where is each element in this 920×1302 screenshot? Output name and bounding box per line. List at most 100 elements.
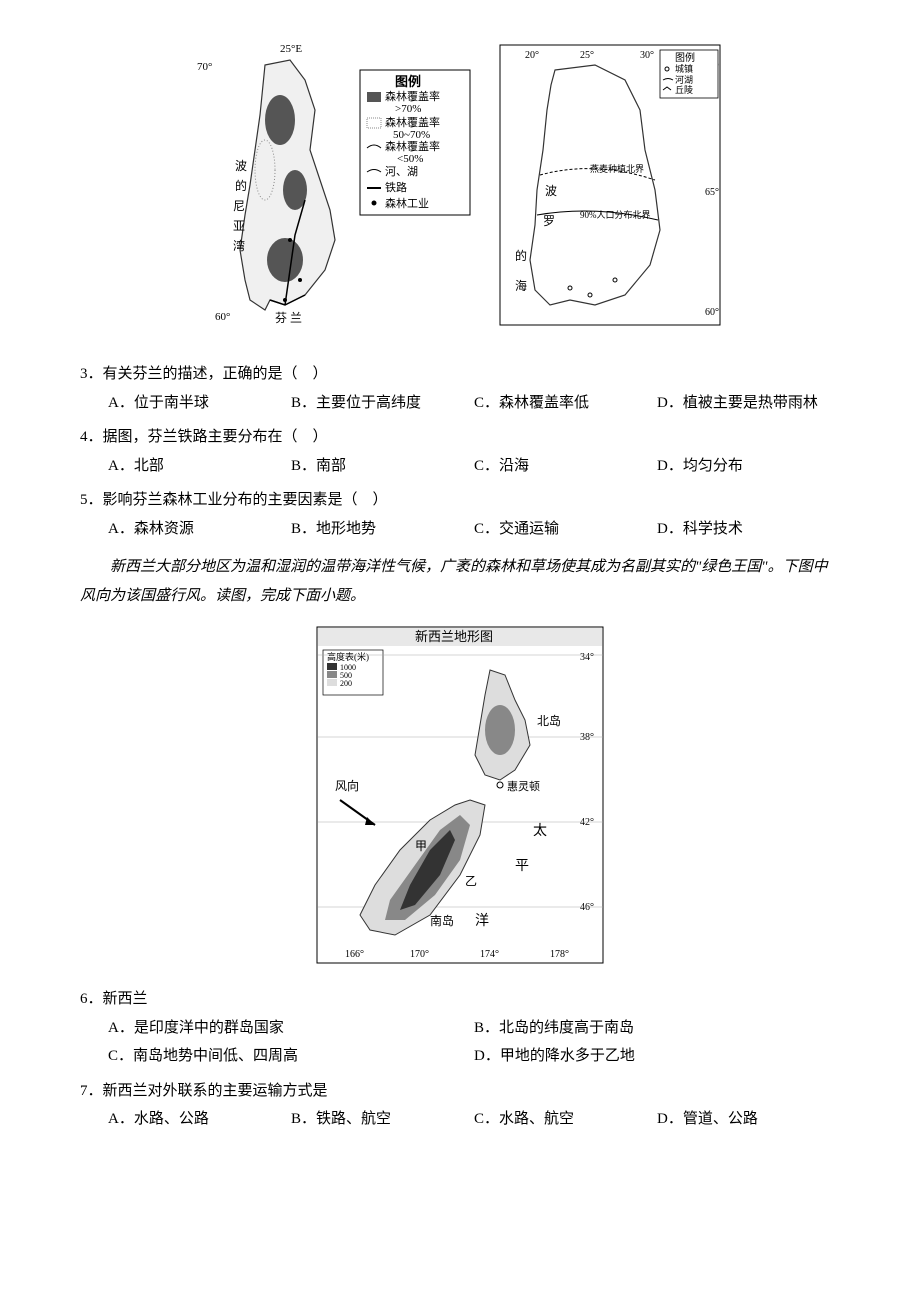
wellington-dot	[497, 782, 503, 788]
sea-label: 尼	[233, 199, 245, 213]
question-3: 3．有关芬兰的描述，正确的是（ ） A．位于南半球 B．主要位于高纬度 C．森林…	[80, 360, 840, 417]
height-swatch	[327, 671, 337, 678]
island-label: 南岛	[430, 913, 454, 928]
finland-forest-map: 25°E 70° 60° 波 的 尼 亚 湾 芬 兰	[195, 40, 475, 330]
lat-label: 42°	[580, 817, 594, 828]
q7-opt-d: D．管道、公路	[657, 1105, 840, 1134]
q3-opt-a: A．位于南半球	[108, 389, 291, 418]
legend-text: 森林覆盖率	[385, 115, 440, 129]
legend-text: 森林覆盖率	[385, 139, 440, 153]
sea-label: 波	[235, 159, 247, 173]
industry-dot	[283, 298, 287, 302]
lon-label: 170°	[410, 949, 429, 960]
sea-label: 湾	[233, 238, 245, 253]
lat-label: 60°	[705, 307, 719, 318]
legend-title: 图例	[395, 74, 421, 89]
q4-opt-b: B．南部	[291, 452, 474, 481]
forest-patch	[267, 238, 303, 282]
q3-text: 3．有关芬兰的描述，正确的是（ ）	[80, 360, 840, 389]
legend-text: >70%	[395, 103, 421, 115]
city-label: 惠灵顿	[507, 779, 540, 793]
legend-swatch	[367, 118, 381, 128]
lat-label: 38°	[580, 732, 594, 743]
legend-text: 城镇	[675, 63, 693, 74]
finland-population-map: 20° 25° 30° 70° 65° 60° 燕麦种植北界 90%人口分布北界…	[495, 40, 725, 330]
q5-options: A．森林资源 B．地形地势 C．交通运输 D．科学技术	[80, 515, 840, 544]
q5-opt-c: C．交通运输	[474, 515, 657, 544]
q6-opt-d: D．甲地的降水多于乙地	[474, 1042, 840, 1071]
q4-opt-a: A．北部	[108, 452, 291, 481]
height-swatch	[327, 663, 337, 670]
lat-top: 70°	[197, 61, 212, 73]
q7-opt-a: A．水路、公路	[108, 1105, 291, 1134]
country-label: 芬 兰	[275, 311, 302, 325]
lat-label: 65°	[705, 187, 719, 198]
q3-options: A．位于南半球 B．主要位于高纬度 C．森林覆盖率低 D．植被主要是热带雨林	[80, 389, 840, 418]
wind-label: 风向	[335, 778, 359, 793]
legend-swatch	[372, 201, 377, 206]
q6-options: A．是印度洋中的群岛国家 B．北岛的纬度高于南岛 C．南岛地势中间低、四周高 D…	[80, 1014, 840, 1071]
height-table-label: 高度表(米)	[327, 651, 369, 662]
lon-label: 174°	[480, 949, 499, 960]
q7-text: 7．新西兰对外联系的主要运输方式是	[80, 1077, 840, 1106]
q5-opt-b: B．地形地势	[291, 515, 474, 544]
q5-opt-d: D．科学技术	[657, 515, 840, 544]
lon-label: 25°	[580, 50, 594, 61]
legend-swatch	[367, 170, 381, 173]
ocean-label: 洋	[475, 913, 489, 929]
industry-dot	[288, 238, 292, 242]
lon-label: 178°	[550, 949, 569, 960]
height-swatch	[327, 679, 337, 686]
boundary-label: 燕麦种植北界	[590, 163, 644, 174]
q4-options: A．北部 B．南部 C．沿海 D．均匀分布	[80, 452, 840, 481]
sea-label: 海	[515, 278, 527, 293]
nz-map-container: 新西兰地形图 高度表(米) 1000 500 200 34° 38° 42° 4…	[80, 625, 840, 965]
height-val: 200	[340, 679, 352, 688]
question-5: 5．影响芬兰森林工业分布的主要因素是（ ） A．森林资源 B．地形地势 C．交通…	[80, 486, 840, 543]
q5-opt-a: A．森林资源	[108, 515, 291, 544]
forest-patch	[265, 95, 295, 145]
question-4: 4．据图，芬兰铁路主要分布在（ ） A．北部 B．南部 C．沿海 D．均匀分布	[80, 423, 840, 480]
nz-border	[317, 627, 603, 963]
legend-swatch	[367, 92, 381, 102]
sea-label: 亚	[233, 219, 245, 233]
q4-opt-c: C．沿海	[474, 452, 657, 481]
lat-bot: 60°	[215, 311, 230, 323]
legend-text: 丘陵	[675, 85, 693, 95]
legend-text: 森林工业	[385, 196, 429, 210]
q6-opt-c: C．南岛地势中间低、四周高	[108, 1042, 474, 1071]
boundary-label: 90%人口分布北界	[580, 209, 651, 220]
q3-opt-c: C．森林覆盖率低	[474, 389, 657, 418]
legend-title: 图例	[675, 51, 695, 64]
q4-opt-d: D．均匀分布	[657, 452, 840, 481]
q4-text: 4．据图，芬兰铁路主要分布在（ ）	[80, 423, 840, 452]
nz-title: 新西兰地形图	[415, 629, 493, 644]
nz-map: 新西兰地形图 高度表(米) 1000 500 200 34° 38° 42° 4…	[315, 625, 605, 965]
legend-text: <50%	[397, 153, 423, 165]
finland-maps-row: 25°E 70° 60° 波 的 尼 亚 湾 芬 兰	[80, 40, 840, 330]
north-island-mid	[485, 705, 515, 755]
legend-text: 河湖	[675, 74, 693, 85]
island-label: 北岛	[537, 713, 561, 728]
lon-label: 20°	[525, 50, 539, 61]
q6-text: 6．新西兰	[80, 985, 840, 1014]
lon-label: 166°	[345, 949, 364, 960]
marker-jia: 甲	[415, 839, 427, 853]
legend-swatch	[367, 145, 381, 148]
lat-label: 34°	[580, 652, 594, 663]
lon-label: 25°E	[280, 43, 302, 55]
legend-text: 50~70%	[393, 129, 430, 141]
marker-yi: 乙	[465, 874, 477, 888]
q6-opt-b: B．北岛的纬度高于南岛	[474, 1014, 840, 1043]
lon-label: 30°	[640, 50, 654, 61]
sea-label: 的	[235, 178, 247, 193]
q7-opt-c: C．水路、航空	[474, 1105, 657, 1134]
q5-text: 5．影响芬兰森林工业分布的主要因素是（ ）	[80, 486, 840, 515]
ocean-label: 太	[533, 823, 547, 839]
q6-opt-a: A．是印度洋中的群岛国家	[108, 1014, 474, 1043]
q3-opt-b: B．主要位于高纬度	[291, 389, 474, 418]
sea-label: 罗	[543, 214, 555, 228]
legend-text: 河、湖	[385, 165, 418, 178]
legend-text: 森林覆盖率	[385, 89, 440, 103]
sea-label: 波	[545, 184, 557, 198]
